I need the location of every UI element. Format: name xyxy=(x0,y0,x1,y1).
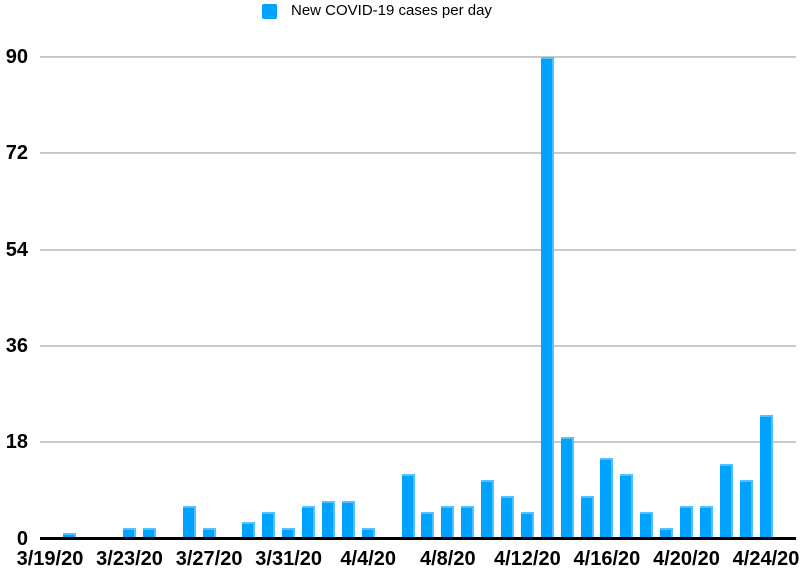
x-axis-tick-label: 3/23/20 xyxy=(96,548,163,570)
y-axis-tick-label: 54 xyxy=(5,238,28,261)
bar xyxy=(202,527,216,539)
x-axis-tick-label: 3/31/20 xyxy=(255,548,323,570)
legend: New COVID-19 cases per day xyxy=(262,2,492,20)
bar xyxy=(719,463,733,539)
bar xyxy=(660,527,674,539)
bar xyxy=(361,527,375,539)
gridline xyxy=(40,56,796,58)
y-axis-tick-label: 90 xyxy=(5,46,28,68)
x-axis-tick-label: 3/27/20 xyxy=(175,548,243,570)
x-axis-tick-label: 4/20/20 xyxy=(653,548,720,570)
bar xyxy=(242,522,256,539)
bar xyxy=(580,495,594,539)
legend-color-swatch xyxy=(262,3,277,19)
bar xyxy=(401,474,415,539)
bar xyxy=(500,495,514,539)
bar xyxy=(461,506,475,539)
bar xyxy=(302,506,316,539)
y-axis-tick-label: 0 xyxy=(16,527,28,550)
bar xyxy=(620,474,634,539)
bar xyxy=(182,506,196,539)
gridline xyxy=(40,152,796,155)
gridline xyxy=(40,248,796,251)
bar xyxy=(421,511,435,539)
bar xyxy=(123,527,137,539)
bar xyxy=(600,458,614,539)
bar xyxy=(282,527,296,539)
bar xyxy=(679,506,693,539)
x-axis-tick-label: 4/8/20 xyxy=(419,548,476,570)
y-axis-tick-label: 36 xyxy=(5,334,28,357)
bar xyxy=(341,501,355,539)
x-axis-tick-label: 4/12/20 xyxy=(493,548,561,570)
x-axis-tick-label: 4/24/20 xyxy=(732,548,800,570)
bar xyxy=(699,506,713,539)
y-axis-tick-label: 72 xyxy=(5,142,28,165)
bar xyxy=(321,501,335,539)
x-axis-tick-label: 3/19/20 xyxy=(16,548,84,570)
x-axis-tick-label: 4/16/20 xyxy=(573,548,641,570)
bar xyxy=(520,511,534,539)
legend-label: New COVID-19 cases per day xyxy=(291,2,492,19)
bar xyxy=(63,533,77,539)
bar xyxy=(739,479,753,539)
bar xyxy=(441,506,455,539)
bar xyxy=(481,479,495,539)
bar xyxy=(540,57,554,539)
bar xyxy=(759,415,773,539)
x-axis-tick-label: 4/4/20 xyxy=(340,548,397,570)
y-axis-tick-label: 18 xyxy=(5,431,28,454)
gridline xyxy=(40,441,796,444)
bar xyxy=(640,511,654,539)
x-axis-line xyxy=(40,537,796,540)
gridline xyxy=(40,344,796,347)
bar xyxy=(142,527,156,539)
bar xyxy=(262,511,276,539)
bar xyxy=(560,436,574,539)
